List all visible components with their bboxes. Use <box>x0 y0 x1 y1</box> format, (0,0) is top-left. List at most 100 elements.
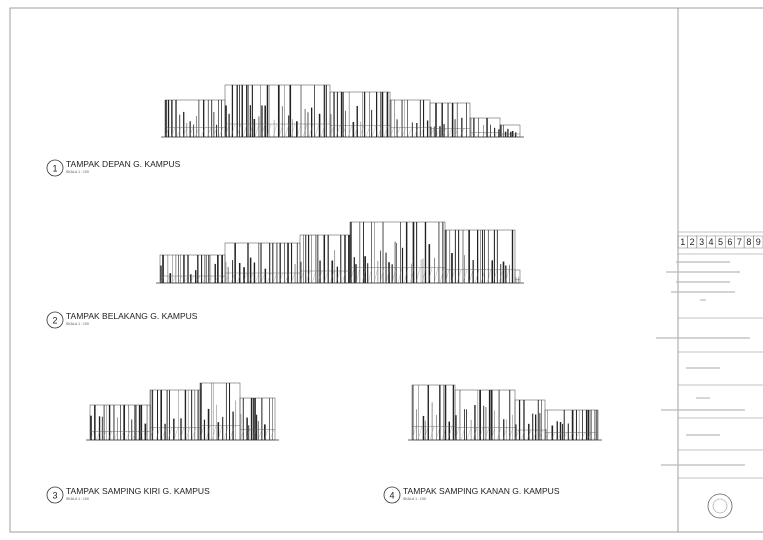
hatch-line <box>200 127 206 138</box>
hatch-line <box>329 270 335 284</box>
sheet-number: 2 <box>690 237 695 247</box>
logo <box>707 493 733 519</box>
hatch-line <box>269 429 275 441</box>
hatch-line <box>499 133 505 138</box>
hatch-line <box>218 127 224 138</box>
hatch-line <box>245 429 251 441</box>
hatch-line <box>484 427 490 441</box>
hatch-line <box>508 427 514 441</box>
hatch-line <box>272 272 278 284</box>
hatch-line <box>219 275 225 284</box>
hatch-line <box>498 269 504 284</box>
hatch-line <box>113 431 119 441</box>
hatch-line <box>171 275 177 284</box>
hatch-line <box>299 270 305 284</box>
sheet-number: 1 <box>680 237 685 247</box>
hatch-line <box>260 123 266 138</box>
view-scale: SKALA 1 : 100 <box>66 322 89 326</box>
hatch-line <box>592 432 598 441</box>
hatch-line <box>492 269 498 284</box>
logo-inner <box>712 498 728 514</box>
building-elevation <box>161 84 524 138</box>
hatch-line <box>409 267 415 284</box>
hatch-line <box>191 427 197 441</box>
sheet-number: 4 <box>709 237 714 247</box>
hatch-line <box>447 128 453 138</box>
hatch-line <box>165 275 171 284</box>
hatch-line <box>164 127 170 138</box>
hatch-line <box>429 128 435 138</box>
hatch-line <box>182 127 188 138</box>
hatch-line <box>511 133 517 138</box>
hatch-line <box>188 127 194 138</box>
hatch-line <box>373 267 379 284</box>
hatch-line <box>460 427 466 441</box>
hatch-line <box>349 267 355 284</box>
hatch-line <box>385 267 391 284</box>
hatch-line <box>248 272 254 284</box>
building-elevation <box>86 382 279 441</box>
view-number: 1 <box>52 164 57 174</box>
hatch-line <box>419 127 425 138</box>
hatch-line <box>242 123 248 138</box>
hatch-line <box>462 269 468 284</box>
facade-outline <box>239 397 276 441</box>
hatch-line <box>574 432 580 441</box>
hatch-line <box>365 125 371 138</box>
hatch-line <box>155 427 161 441</box>
hatch-line <box>290 272 296 284</box>
hatch-line <box>224 123 230 138</box>
hatch-line <box>107 431 113 441</box>
hatch-line <box>544 432 550 441</box>
hatch-line <box>427 267 433 284</box>
hatch-line <box>496 427 502 441</box>
view-number-circle <box>46 311 64 329</box>
hatch-line <box>429 426 435 441</box>
facade-outline <box>224 84 331 138</box>
hatch-line <box>562 432 568 441</box>
facade-outline <box>514 269 521 284</box>
hatch-line <box>263 429 269 441</box>
view-title: TAMPAK SAMPING KIRI G. KAMPUS <box>66 486 210 496</box>
hatch-line <box>149 427 155 441</box>
hatch-line <box>305 270 311 284</box>
sheet-number: 6 <box>727 237 732 247</box>
hatch-line <box>230 272 236 284</box>
hatch-line <box>236 272 242 284</box>
hatch-line <box>359 125 365 138</box>
hatch-line <box>260 272 266 284</box>
view-title: TAMPAK DEPAN G. KAMPUS <box>66 159 181 169</box>
facade-outline <box>454 389 516 441</box>
hatch-line <box>290 123 296 138</box>
view-number-circle <box>46 486 64 504</box>
hatch-line <box>230 123 236 138</box>
hatch-line <box>411 426 417 441</box>
sheet-number: 3 <box>699 237 704 247</box>
hatch-line <box>586 432 592 441</box>
hatch-line <box>421 267 427 284</box>
hatch-line <box>311 270 317 284</box>
hatch-line <box>119 431 125 441</box>
hatch-line <box>468 269 474 284</box>
view-title: TAMPAK SAMPING KANAN G. KAMPUS <box>403 486 560 496</box>
hatch-line <box>514 429 520 441</box>
hatch-line <box>401 127 407 138</box>
hatch-line <box>435 128 441 138</box>
building-elevation <box>408 384 602 441</box>
hatch-line <box>456 269 462 284</box>
hatch-line <box>317 270 323 284</box>
hatch-line <box>213 275 219 284</box>
hatch-line <box>242 272 248 284</box>
hatch-line <box>413 127 419 138</box>
facade-outline <box>164 99 226 138</box>
hatch-line <box>217 425 223 441</box>
hatch-line <box>505 133 511 138</box>
hatch-line <box>355 267 361 284</box>
hatch-line <box>308 123 314 138</box>
hatch-line <box>189 275 195 284</box>
hatch-line <box>341 125 347 138</box>
hatch-line <box>580 432 586 441</box>
hatch-line <box>383 125 389 138</box>
